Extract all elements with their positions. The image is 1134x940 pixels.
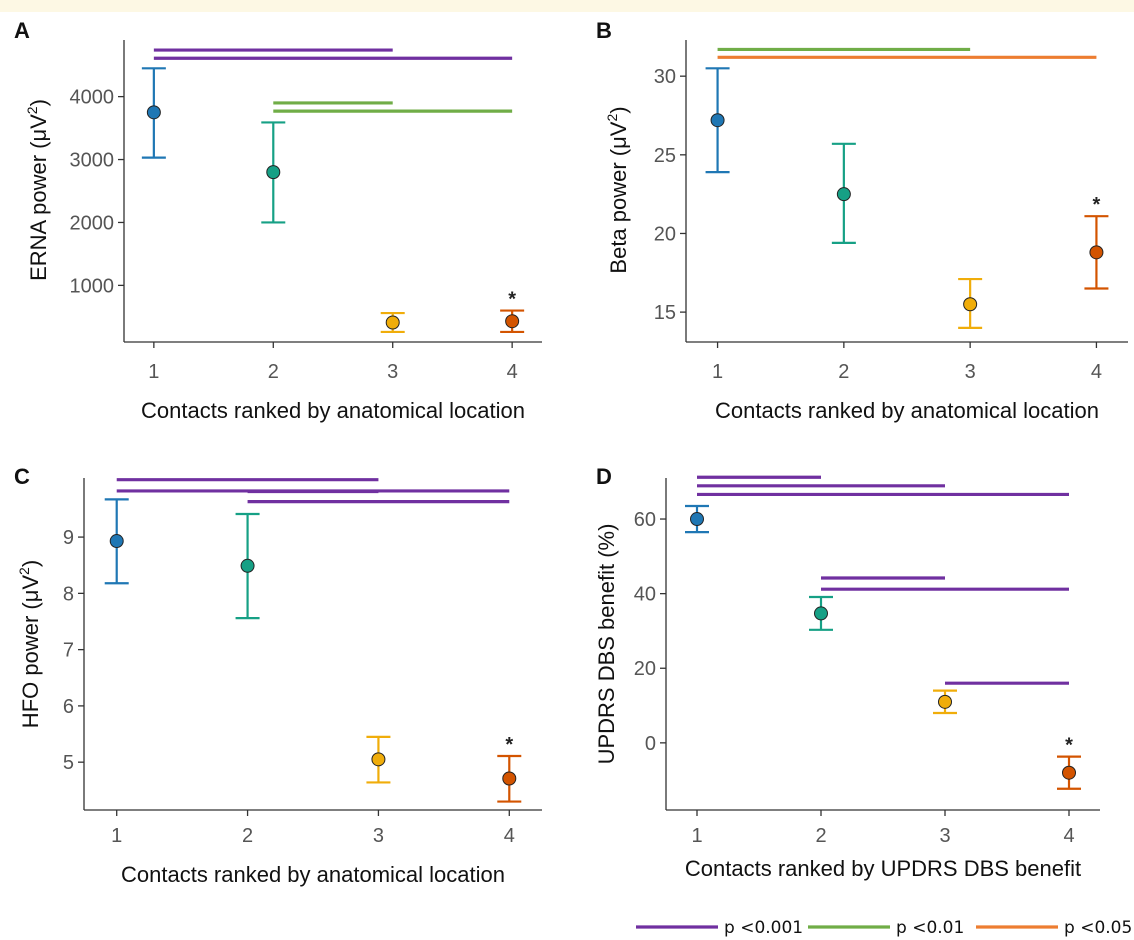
panel-c: C 1 2 3 4 5 6 7 8 9 Contacts ranked by anatomical … [14, 464, 542, 887]
y-axis-title-end: ) [18, 560, 43, 567]
x-tick-label: 4 [1063, 825, 1074, 847]
y-tick-label: 60 [634, 509, 656, 531]
y-tick-label: 9 [63, 527, 74, 549]
x-tick-label: 2 [815, 825, 826, 847]
x-axis-title: Contacts ranked by UPDRS DBS benefit [685, 856, 1081, 881]
significance-asterisk: * [505, 734, 513, 756]
x-axis-title: Contacts ranked by anatomical location [715, 398, 1099, 423]
y-tick-label: 5 [63, 752, 74, 774]
x-tick-label: 4 [507, 361, 518, 383]
legend-label: p <0.05 [1064, 918, 1132, 938]
panel-letter: C [14, 464, 30, 489]
x-tick-label: 2 [838, 361, 849, 383]
y-tick-label: 8 [63, 583, 74, 605]
data-point [1062, 765, 1076, 780]
legend: p <0.001 p <0.01 p <0.05 [636, 918, 1132, 938]
data-point [1089, 245, 1104, 260]
y-tick-label: 20 [634, 658, 656, 680]
x-tick-label: 3 [939, 825, 950, 847]
y-axis-title: UPDRS DBS benefit (%) [594, 524, 619, 765]
y-axis-title: Beta power (μV2) [604, 106, 631, 273]
y-tick-label: 20 [654, 223, 676, 245]
x-tick-label: 3 [373, 825, 384, 847]
x-tick-label: 2 [268, 361, 279, 383]
data-point [240, 558, 255, 573]
y-axis-title-main: HFO power (μV [18, 575, 43, 729]
x-tick-label: 2 [242, 825, 253, 847]
data-point [963, 297, 978, 312]
data-point [836, 187, 851, 202]
panel-letter: B [596, 18, 612, 43]
panel-letter: D [596, 464, 612, 489]
y-axis-title-main: ERNA power (μV [26, 114, 51, 281]
y-tick-label: 3000 [70, 150, 115, 172]
y-axis-title-end: ) [606, 106, 631, 113]
y-axis-title-sup: 2 [24, 106, 40, 114]
y-axis-title-sup: 2 [16, 567, 32, 575]
x-axis-title: Contacts ranked by anatomical location [141, 398, 525, 423]
y-tick-label: 0 [645, 733, 656, 755]
significance-asterisk: * [1093, 194, 1101, 216]
data-point [814, 606, 828, 621]
data-point [710, 113, 725, 128]
data-point [385, 315, 400, 330]
data-point [938, 694, 952, 709]
x-tick-label: 1 [691, 825, 702, 847]
y-tick-label: 7 [63, 640, 74, 662]
panel-letter: A [14, 18, 30, 43]
x-tick-label: 4 [504, 825, 515, 847]
y-axis-title-sup: 2 [604, 114, 620, 122]
x-tick-label: 1 [712, 361, 723, 383]
x-tick-label: 4 [1091, 361, 1102, 383]
y-tick-label: 15 [654, 302, 676, 324]
y-tick-label: 30 [654, 66, 676, 88]
y-axis-title: HFO power (μV2) [16, 560, 43, 728]
x-tick-label: 3 [387, 361, 398, 383]
y-axis-title-main: Beta power (μV [606, 121, 631, 273]
x-tick-label: 3 [965, 361, 976, 383]
data-point [266, 165, 281, 180]
data-point [502, 771, 517, 786]
top-band [0, 0, 1134, 12]
data-point [371, 752, 386, 767]
y-tick-label: 2000 [70, 212, 115, 234]
y-tick-label: 1000 [70, 275, 115, 297]
legend-label: p <0.001 [724, 918, 803, 938]
y-tick-label: 6 [63, 696, 74, 718]
panel-b: B 1 2 3 4 15 20 25 30 Contacts ranked by anatomic… [596, 18, 1128, 423]
significance-asterisk: * [508, 289, 516, 311]
y-axis-title-end: ) [26, 99, 51, 106]
legend-label: p <0.01 [896, 918, 964, 938]
x-tick-label: 1 [148, 361, 159, 383]
y-tick-label: 25 [654, 145, 676, 167]
data-point [146, 105, 161, 120]
data-point [690, 512, 704, 527]
data-point [505, 314, 520, 329]
panel-a: A 1 2 3 4 1000 2000 3000 4000 Contacts ranked by … [14, 18, 542, 423]
y-tick-label: 4000 [70, 87, 115, 109]
x-axis-title: Contacts ranked by anatomical location [121, 862, 505, 887]
data-point [109, 534, 124, 549]
significance-asterisk: * [1065, 735, 1073, 757]
y-axis-title-main: UPDRS DBS benefit (%) [594, 524, 619, 765]
y-axis-title: ERNA power (μV2) [24, 99, 51, 281]
y-tick-label: 40 [634, 584, 656, 606]
x-tick-label: 1 [111, 825, 122, 847]
